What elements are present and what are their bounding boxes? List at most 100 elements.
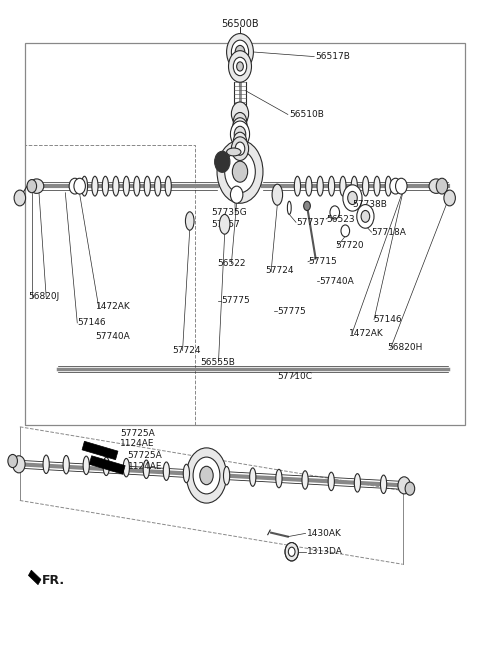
Ellipse shape (43, 455, 49, 474)
Ellipse shape (354, 474, 360, 492)
Circle shape (27, 179, 36, 192)
Text: 1124AE: 1124AE (120, 440, 155, 448)
Text: 56510B: 56510B (289, 110, 324, 119)
Text: 57146: 57146 (373, 315, 402, 324)
Circle shape (193, 457, 220, 494)
Ellipse shape (63, 455, 69, 474)
Circle shape (285, 542, 299, 561)
Text: 57775: 57775 (277, 306, 306, 316)
Text: 56820J: 56820J (28, 292, 60, 301)
Text: FR.: FR. (41, 574, 64, 587)
Ellipse shape (381, 475, 387, 494)
Ellipse shape (92, 176, 98, 196)
Circle shape (288, 547, 295, 556)
Ellipse shape (288, 201, 291, 214)
Ellipse shape (328, 473, 335, 491)
Text: 1313DA: 1313DA (307, 547, 343, 556)
Ellipse shape (123, 176, 130, 196)
Polygon shape (89, 456, 125, 474)
Circle shape (237, 62, 243, 71)
Circle shape (398, 477, 410, 494)
Ellipse shape (272, 184, 283, 205)
Ellipse shape (81, 176, 87, 196)
Ellipse shape (224, 467, 230, 485)
Circle shape (390, 178, 401, 194)
Text: 56523: 56523 (326, 215, 355, 223)
Text: 57775: 57775 (221, 296, 250, 305)
Ellipse shape (163, 462, 169, 480)
Circle shape (231, 137, 249, 161)
Text: 57724: 57724 (265, 266, 293, 275)
Text: 57738B: 57738B (352, 200, 387, 209)
Text: 57735G: 57735G (211, 208, 247, 217)
Text: 57724: 57724 (172, 346, 201, 355)
Text: 57740A: 57740A (319, 277, 354, 286)
Ellipse shape (123, 459, 130, 477)
Circle shape (227, 34, 253, 71)
Text: 1472AK: 1472AK (349, 329, 384, 338)
Text: 57740A: 57740A (96, 331, 130, 341)
Circle shape (232, 118, 248, 139)
Circle shape (233, 113, 247, 131)
Ellipse shape (302, 471, 308, 489)
Circle shape (304, 201, 311, 210)
Circle shape (405, 482, 415, 495)
Circle shape (343, 185, 362, 211)
Text: 57737: 57737 (296, 218, 325, 227)
Ellipse shape (351, 176, 358, 196)
Polygon shape (82, 442, 118, 460)
Circle shape (230, 186, 243, 203)
Circle shape (235, 142, 245, 156)
Text: 57715: 57715 (309, 257, 337, 266)
Circle shape (14, 190, 25, 206)
Circle shape (225, 151, 255, 192)
Ellipse shape (165, 176, 171, 196)
Circle shape (444, 190, 456, 206)
Ellipse shape (317, 176, 323, 196)
Circle shape (361, 210, 370, 222)
Ellipse shape (183, 464, 190, 482)
Circle shape (231, 40, 249, 64)
Ellipse shape (306, 176, 312, 196)
Ellipse shape (144, 176, 150, 196)
Text: 57757: 57757 (211, 220, 240, 229)
Circle shape (8, 455, 17, 468)
Circle shape (12, 456, 25, 473)
Circle shape (357, 204, 374, 228)
Text: 57718A: 57718A (372, 227, 407, 237)
Text: 1124AE: 1124AE (128, 462, 162, 471)
Ellipse shape (219, 214, 230, 234)
Ellipse shape (429, 179, 444, 193)
Ellipse shape (362, 176, 369, 196)
Bar (24, 43, 465, 425)
Ellipse shape (29, 179, 44, 193)
Ellipse shape (374, 176, 380, 196)
Circle shape (215, 152, 230, 173)
Circle shape (217, 140, 263, 203)
Text: 57725A: 57725A (120, 429, 155, 438)
Text: 57720: 57720 (336, 241, 364, 250)
Circle shape (231, 102, 249, 126)
Text: 57146: 57146 (77, 318, 106, 328)
Ellipse shape (102, 176, 108, 196)
Text: 56500B: 56500B (221, 18, 259, 29)
Text: 57710C: 57710C (277, 372, 312, 382)
Ellipse shape (340, 176, 346, 196)
Ellipse shape (385, 176, 392, 196)
Text: 56820H: 56820H (387, 343, 423, 353)
Circle shape (348, 191, 357, 204)
Ellipse shape (227, 148, 241, 156)
Circle shape (330, 206, 339, 219)
Circle shape (341, 225, 349, 237)
Ellipse shape (134, 176, 140, 196)
Circle shape (235, 45, 245, 59)
Circle shape (233, 57, 247, 76)
Ellipse shape (185, 212, 194, 230)
Text: 56522: 56522 (217, 259, 246, 268)
Ellipse shape (328, 176, 335, 196)
Text: 57725A: 57725A (128, 451, 162, 460)
Ellipse shape (276, 469, 282, 488)
Text: 56517B: 56517B (316, 52, 350, 61)
Ellipse shape (250, 468, 256, 486)
Text: 1430AK: 1430AK (307, 529, 342, 538)
